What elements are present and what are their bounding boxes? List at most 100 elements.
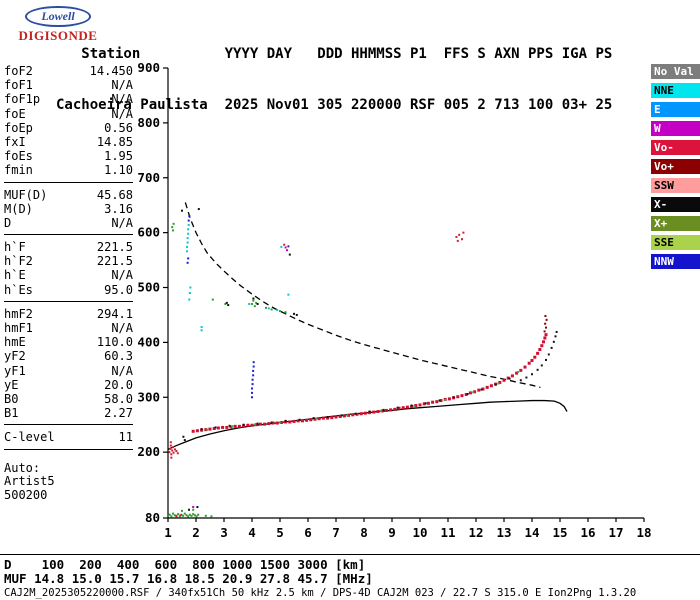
param-label: C-level	[4, 430, 55, 445]
param-value: 2.27	[104, 406, 133, 421]
param-row: h`Es 95.0	[4, 283, 133, 297]
param-label: B0	[4, 391, 19, 406]
svg-text:400: 400	[137, 334, 160, 349]
param-group: h`F 221.5 h`F2 221.5 h`E N/A h`Es 95.0	[4, 240, 133, 302]
svg-text:300: 300	[137, 389, 160, 404]
param-label: foF1p	[4, 92, 41, 107]
station-header: Station YYYY DAY DDD HHMMSS P1 FFS S AXN…	[56, 12, 612, 148]
svg-text:18: 18	[636, 525, 651, 540]
autoscaling-block: Auto: Artist5 500200	[4, 460, 133, 503]
series-scatter-magenta	[192, 246, 288, 509]
param-label: hmF2	[4, 306, 33, 321]
param-value: 110.0	[96, 335, 133, 350]
param-value: N/A	[111, 78, 133, 93]
svg-text:14: 14	[524, 525, 539, 540]
param-row: C-level 11	[4, 430, 133, 444]
param-row: B1 2.27	[4, 406, 133, 420]
svg-text:3: 3	[220, 525, 228, 540]
svg-text:500: 500	[137, 280, 160, 295]
param-label: foF1	[4, 78, 33, 93]
param-row: hmF1 N/A	[4, 321, 133, 335]
param-value: N/A	[111, 92, 133, 107]
param-value: 1.10	[104, 163, 133, 178]
svg-text:900: 900	[137, 60, 160, 75]
svg-text:9: 9	[388, 525, 396, 540]
autoscaling-line: Auto:	[4, 460, 41, 475]
param-label: yF2	[4, 349, 26, 364]
param-row: foF1 N/A	[4, 78, 133, 92]
series-scatter-red	[168, 231, 465, 518]
legend-item-nnw: NNW	[651, 254, 700, 269]
param-value: 20.0	[104, 377, 133, 392]
param-row: foE N/A	[4, 107, 133, 121]
legend-item-no-val: No Val	[651, 64, 700, 79]
param-row: hmE 110.0	[4, 335, 133, 349]
autoscaling-line: Artist5	[4, 474, 55, 488]
svg-text:13: 13	[496, 525, 511, 540]
svg-text:8: 8	[360, 525, 368, 540]
param-value: N/A	[111, 363, 133, 378]
param-row: h`E N/A	[4, 268, 133, 282]
legend-item-ssw: SSW	[651, 178, 700, 193]
svg-text:6: 6	[304, 525, 312, 540]
svg-text:12: 12	[468, 525, 483, 540]
param-value: 1.95	[104, 149, 133, 164]
svg-text:80: 80	[145, 510, 160, 525]
param-value: 45.68	[96, 187, 133, 202]
series-scatter-cyan	[186, 223, 290, 332]
param-row: yF2 60.3	[4, 349, 133, 363]
echo-legend: No Val NNE E W Vo- Vo+ SSW X- X+ SSE NNW	[651, 64, 700, 273]
file-info-footer: CAJ2M_2025305220000.RSF / 340fx51Ch 50 k…	[4, 587, 637, 599]
param-label: fmin	[4, 163, 33, 178]
param-label: yF1	[4, 363, 26, 378]
param-label: hmF1	[4, 321, 33, 335]
svg-text:10: 10	[412, 525, 427, 540]
param-label: D	[4, 215, 12, 230]
param-row: fmin 1.10	[4, 163, 133, 177]
series-f-trace-x-mode	[200, 330, 558, 431]
svg-text:2: 2	[192, 525, 200, 540]
series-electron-density-profile	[167, 399, 568, 450]
param-label: B1	[4, 406, 19, 421]
param-row: h`F 221.5	[4, 240, 133, 254]
muf-row: MUF 14.8 15.0 15.7 16.8 18.5 20.9 27.8 4…	[4, 571, 373, 586]
param-value: 221.5	[96, 254, 133, 269]
param-row: hmF2 294.1	[4, 307, 133, 321]
param-row: yF1 N/A	[4, 364, 133, 378]
param-value: N/A	[111, 268, 133, 283]
bottom-separator	[0, 554, 700, 555]
digisonde-logo: Lowell DIGISONDE	[6, 5, 110, 44]
param-row: fxI 14.85	[4, 135, 133, 149]
param-group: hmF2 294.1 hmF1 N/A hmE 110.0 yF2 60.3 yF1 N/A yE 2…	[4, 307, 133, 426]
param-value: 95.0	[104, 282, 133, 297]
svg-text:700: 700	[137, 170, 160, 185]
param-value: 0.56	[104, 120, 133, 135]
series-scatter-green-noise	[167, 222, 287, 518]
header-line-columns: Station YYYY DAY DDD HHMMSS P1 FFS S AXN…	[56, 46, 613, 62]
param-row: foEp 0.56	[4, 121, 133, 135]
series-scatter-black	[181, 208, 298, 511]
param-value: 14.85	[96, 134, 133, 149]
param-value: 11	[118, 430, 133, 445]
param-label: fxI	[4, 134, 26, 149]
svg-text:5: 5	[276, 525, 284, 540]
series-trace-top-spread	[543, 315, 548, 333]
param-label: h`Es	[4, 282, 33, 297]
legend-item-nne: NNE	[651, 83, 700, 98]
param-label: h`F2	[4, 254, 33, 269]
param-value: 221.5	[96, 240, 133, 255]
legend-item-vo-: Vo-	[651, 140, 700, 155]
legend-item-vo+: Vo+	[651, 159, 700, 174]
param-row: foEs 1.95	[4, 149, 133, 163]
legend-item-sse: SSE	[651, 235, 700, 250]
series-muf-transmission-curve	[184, 202, 541, 389]
ionogram-plot: 900 800 700 600 500 400 300 200 80 1 2 3 4 5 6 7 8 9 10 11 1…	[120, 56, 686, 556]
axes	[163, 67, 645, 522]
param-value: 58.0	[104, 391, 133, 406]
param-label: M(D)	[4, 201, 33, 216]
logo-lowell-text: Lowell	[41, 9, 75, 23]
svg-text:200: 200	[137, 444, 160, 459]
series-f-trace-o-mode	[191, 333, 548, 433]
